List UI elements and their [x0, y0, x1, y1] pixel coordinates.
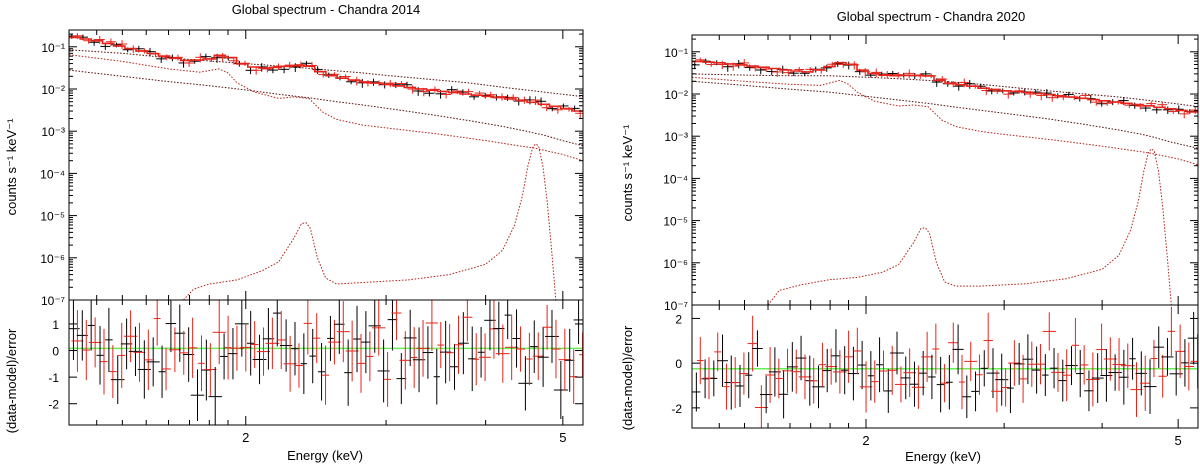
bottom-panel-frame — [68, 299, 584, 426]
model-total-line — [69, 36, 583, 112]
spectrum-plot-area — [692, 57, 1198, 305]
top-panel-frame — [68, 29, 584, 301]
y-tick-label: 10⁻⁶ — [40, 252, 65, 266]
bottom-y-axis-label: (data-model)/error — [4, 328, 19, 433]
model-total-line — [692, 60, 1198, 113]
x-axis-label: Energy (keV) — [905, 449, 981, 464]
y-tick-label: 10⁻³ — [41, 125, 65, 139]
residual-y-tick-label: -1 — [48, 371, 59, 385]
y-tick-label: 10⁻¹ — [41, 41, 65, 55]
residual-y-tick-label: 2 — [675, 312, 682, 326]
model-component-line — [69, 69, 583, 147]
model-component-line — [69, 54, 583, 162]
model-component-line — [183, 143, 557, 300]
y-tick-label: 10⁻⁴ — [40, 167, 65, 181]
residual-y-tick-label: 0 — [675, 357, 682, 371]
y-tick-label: 10⁻⁵ — [663, 215, 688, 229]
bottom-y-axis-label: (data-model)/error — [620, 325, 635, 430]
spectrum-plot-area — [69, 33, 583, 300]
y-tick-label: 10⁻² — [664, 88, 688, 102]
residual-y-tick-label: -2 — [671, 402, 682, 416]
y-tick-label: 10⁻⁷ — [664, 299, 688, 313]
model-component-line — [692, 80, 1198, 149]
chart-title: Global spectrum - Chandra 2020 — [837, 9, 1026, 24]
y-tick-label: 10⁻³ — [664, 130, 688, 144]
chart-title: Global spectrum - Chandra 2014 — [232, 2, 421, 17]
x-tick-label: 2 — [242, 430, 249, 445]
model-component-line — [767, 148, 1172, 305]
spectrum-panel-2014: Global spectrum - Chandra 2014 counts s⁻… — [4, 2, 584, 463]
x-tick-label: 5 — [559, 430, 566, 445]
x-axis-label: Energy (keV) — [287, 448, 363, 463]
x-tick-label: 2 — [862, 433, 869, 448]
top-panel-frame — [691, 34, 1199, 306]
y-tick-label: 10⁻⁶ — [663, 257, 688, 271]
y-tick-label: 10⁻⁷ — [41, 294, 65, 308]
top-y-axis-label: counts s⁻¹ keV⁻¹ — [620, 124, 635, 221]
bottom-panel-frame — [691, 304, 1199, 429]
model-component-line — [692, 73, 1198, 108]
top-y-axis-label: counts s⁻¹ keV⁻¹ — [4, 118, 19, 215]
residual-y-tick-label: -2 — [48, 398, 59, 412]
y-tick-label: 10⁻² — [41, 83, 65, 97]
y-tick-label: 10⁻¹ — [664, 46, 688, 60]
residual-plot-area — [692, 306, 1198, 428]
x-tick-label: 5 — [1175, 433, 1182, 448]
spectrum-panel-2020: Global spectrum - Chandra 2020 counts s⁻… — [620, 9, 1199, 464]
residual-y-tick-label: 0 — [52, 345, 59, 359]
y-tick-label: 10⁻⁴ — [663, 172, 688, 186]
residual-y-tick-label: 1 — [52, 318, 59, 332]
residual-plot-area — [69, 300, 583, 425]
y-tick-label: 10⁻⁵ — [40, 210, 65, 224]
model-component-line — [692, 76, 1198, 166]
model-component-line — [69, 49, 583, 98]
